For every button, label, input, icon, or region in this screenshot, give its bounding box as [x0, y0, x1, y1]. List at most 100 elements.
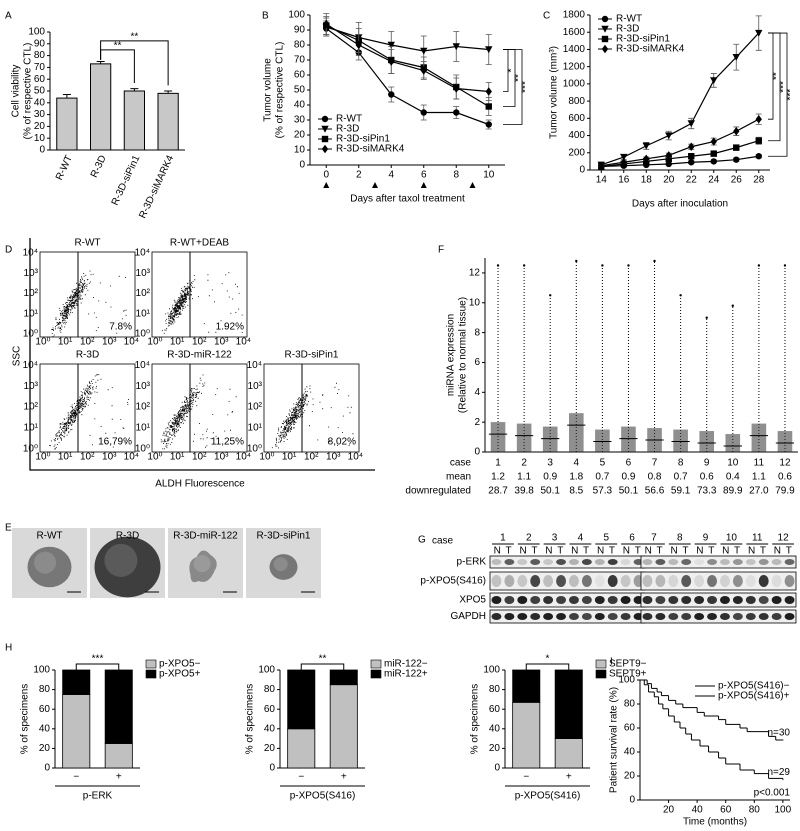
- case-number: 7: [651, 533, 657, 544]
- axis-tick-label: 10²: [24, 402, 39, 413]
- gate-percent: 11,25%: [211, 437, 244, 448]
- axis-tick-label: 10³: [326, 452, 341, 463]
- protein-label: p-XPO5(S416): [420, 576, 486, 587]
- sphere-highlight: [34, 551, 57, 574]
- marker: [601, 25, 609, 33]
- bar-segment: [329, 684, 358, 769]
- mean-label: 1.1: [517, 472, 531, 483]
- lane-label: T: [708, 546, 714, 557]
- significance-bracket: [300, 663, 345, 670]
- legend-label: p-XPO5+: [159, 669, 201, 680]
- band: [758, 575, 769, 587]
- max-point: [522, 264, 526, 267]
- protein-label: p-ERK: [457, 557, 487, 568]
- band: [530, 575, 541, 587]
- marker: [710, 150, 717, 157]
- downregulated-label: 27.0: [749, 486, 769, 497]
- bar-segment: [512, 669, 541, 703]
- y-tick-label: 50: [294, 85, 306, 96]
- y-tick-label: 0: [474, 447, 480, 458]
- treatment-marker: [372, 182, 378, 188]
- series-line: [601, 32, 760, 166]
- legend-label: SEPT9−: [609, 659, 647, 670]
- x-tick-label: 8: [453, 170, 459, 181]
- y-tick-label: 1600: [563, 27, 586, 38]
- band: [569, 596, 579, 604]
- case-header: case: [432, 536, 454, 547]
- x-tick-label: R-3D-siMARK4: [137, 153, 176, 220]
- band: [517, 559, 528, 565]
- y-axis-label: % of specimens: [470, 684, 481, 755]
- x-axis-label: Days after taxol treatment: [350, 194, 465, 205]
- band: [771, 613, 782, 620]
- case-label: 5: [600, 458, 606, 469]
- legend-swatch: [370, 659, 382, 669]
- gate-percent: 1.92%: [216, 322, 244, 333]
- band: [543, 559, 554, 565]
- x-tick-label: 60: [720, 805, 732, 816]
- x-axis-label: ALDH Fluorescence: [155, 479, 245, 490]
- bar-segment: [329, 669, 358, 686]
- band: [771, 596, 782, 604]
- marker: [688, 142, 695, 151]
- y-tick-label: 40: [489, 723, 501, 734]
- axis-tick-label: 10⁰: [23, 444, 38, 455]
- band: [784, 613, 795, 620]
- bar-segment: [104, 743, 133, 769]
- bar-segment: [287, 728, 316, 769]
- case-label: 8: [678, 458, 684, 469]
- marker: [665, 132, 673, 140]
- marker: [485, 87, 492, 96]
- band: [758, 559, 769, 565]
- max-point: [679, 294, 682, 297]
- annotation: n=29: [767, 767, 790, 778]
- axis-tick-label: 10⁰: [147, 337, 162, 348]
- y-tick-label: 60: [624, 723, 636, 734]
- band: [694, 559, 705, 565]
- axis-tick-label: 10³: [102, 337, 117, 348]
- panel-label: I: [610, 657, 613, 668]
- lane-label: N: [696, 546, 703, 557]
- significance-label: *: [546, 654, 550, 665]
- x-tick-label: 28: [753, 175, 765, 186]
- band: [655, 596, 666, 604]
- axis-tick-label: 10⁴: [135, 360, 150, 371]
- lane-label: T: [760, 546, 766, 557]
- band: [620, 596, 631, 604]
- y-tick-label: 90: [294, 25, 306, 36]
- lane-label: N: [571, 546, 578, 557]
- y-tick-label: 100: [258, 665, 275, 676]
- y-tick-label: 0: [269, 763, 275, 774]
- downregulated-label: 73.3: [697, 486, 717, 497]
- plot-frame: [39, 363, 136, 453]
- series-line: [601, 140, 759, 168]
- lane-label: T: [734, 546, 740, 557]
- band: [694, 613, 705, 620]
- axis-tick-label: 10⁰: [135, 329, 150, 340]
- panel-label: G: [418, 535, 426, 546]
- bar-segment: [62, 669, 91, 695]
- lane-label: N: [545, 546, 552, 557]
- significance-label: **: [114, 41, 122, 52]
- lane-label: N: [748, 546, 755, 557]
- axis-tick-label: 10⁰: [247, 444, 262, 455]
- band: [556, 596, 567, 604]
- marker: [388, 57, 395, 66]
- annotation: n=30: [767, 728, 790, 739]
- max-point: [549, 294, 552, 297]
- significance-bracket: [100, 40, 169, 86]
- blot-strip: [640, 571, 797, 591]
- y-tick-label: 1200: [563, 61, 586, 72]
- band: [594, 613, 605, 620]
- axis-tick-label: 10¹: [170, 452, 185, 463]
- y-tick-label: 1000: [563, 79, 586, 90]
- band: [594, 575, 605, 587]
- y-tick-label: 10: [469, 297, 481, 308]
- micrograph-label: R-WT: [36, 531, 62, 542]
- legend-label: miR-122+: [384, 669, 428, 680]
- max-point: [705, 316, 708, 319]
- y-tick-label: 60: [264, 704, 276, 715]
- band: [681, 559, 692, 565]
- plot-title: R-WT: [74, 238, 100, 249]
- band: [707, 613, 718, 620]
